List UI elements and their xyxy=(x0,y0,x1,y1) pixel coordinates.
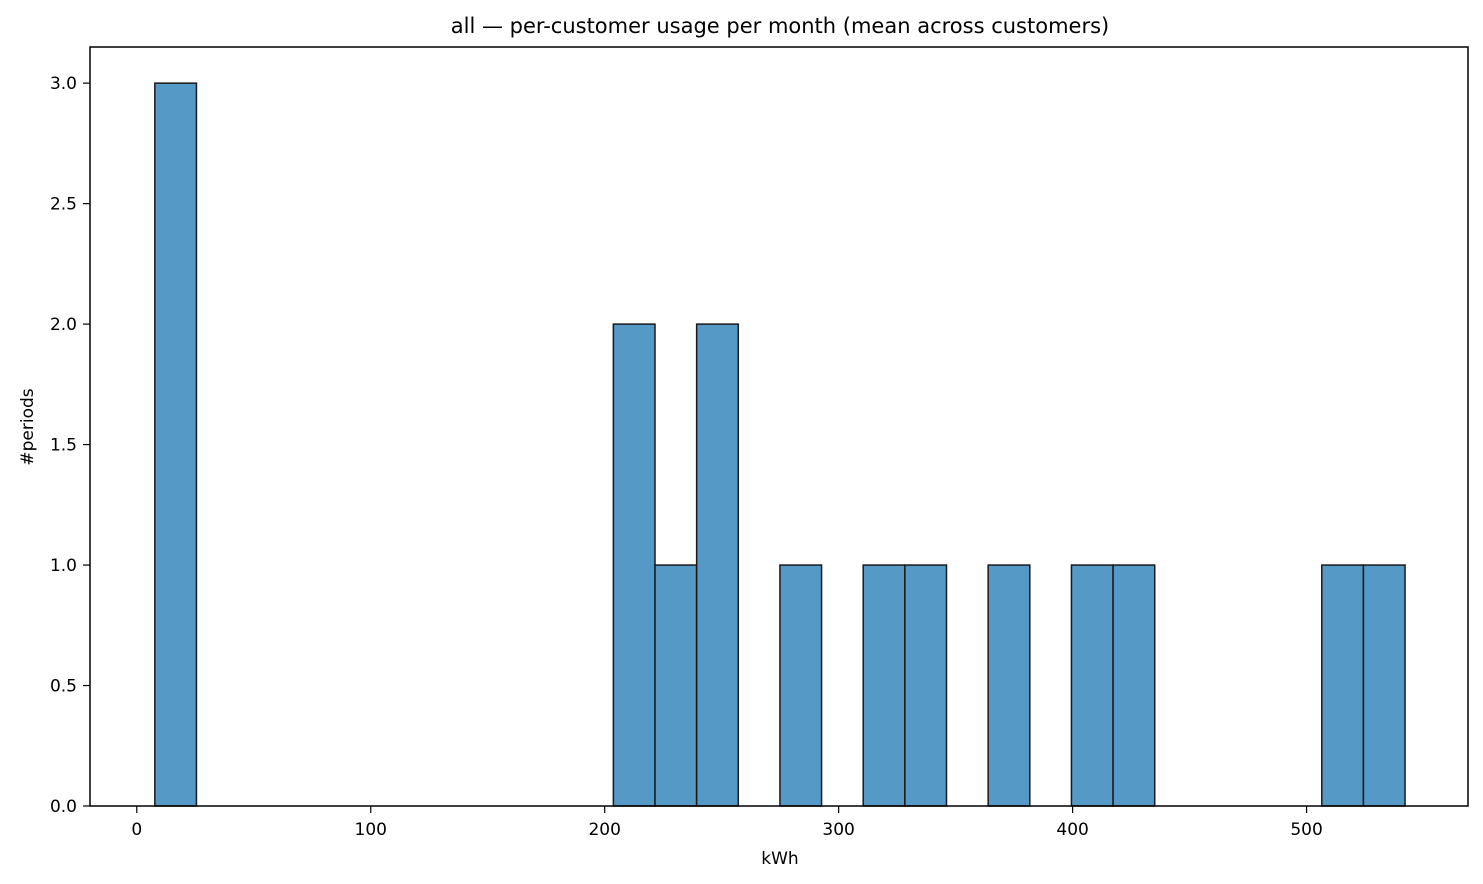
histogram-bar-4 xyxy=(779,564,823,807)
y-tick-label-5: 2.5 xyxy=(50,195,77,215)
histogram-bar-6 xyxy=(904,564,948,807)
x-axis-ticks: 0 100 200 300 400 500 xyxy=(131,806,1323,840)
y-tick-label-1: 0.5 xyxy=(50,677,77,697)
y-tick-label-4: 2.0 xyxy=(50,315,77,335)
y-axis-label: #periods xyxy=(18,388,38,465)
y-tick-label-3: 1.5 xyxy=(50,436,77,456)
histogram-bar-11 xyxy=(1362,564,1406,807)
histogram-bar-9 xyxy=(1112,564,1156,807)
x-tick-label-3: 300 xyxy=(822,820,854,840)
x-tick-label-1: 100 xyxy=(355,820,387,840)
y-tick-label-6: 3.0 xyxy=(50,74,77,94)
x-tick-label-2: 200 xyxy=(588,820,620,840)
histogram-bar-2 xyxy=(654,564,698,807)
x-tick-label-5: 500 xyxy=(1290,820,1322,840)
x-tick-label-0: 0 xyxy=(131,820,142,840)
plot-frame xyxy=(89,46,1469,807)
histogram-bar-5 xyxy=(862,564,906,807)
x-axis-label: kWh xyxy=(761,849,798,869)
bars-group xyxy=(154,82,1406,807)
y-tick-label-0: 0.0 xyxy=(50,797,77,817)
histogram-bar-10 xyxy=(1321,564,1365,807)
y-axis-ticks: 0.0 0.5 1.0 1.5 2.0 2.5 3.0 xyxy=(50,74,90,817)
histogram-bar-7 xyxy=(987,564,1031,807)
histogram-bar-8 xyxy=(1070,564,1114,807)
histogram-bar-3 xyxy=(695,323,740,807)
histogram-bar-1 xyxy=(612,323,656,807)
chart-title: all — per-customer usage per month (mean… xyxy=(451,14,1109,38)
y-tick-label-2: 1.0 xyxy=(50,556,77,576)
histogram-bar-0 xyxy=(154,82,198,807)
x-tick-label-4: 400 xyxy=(1056,820,1088,840)
